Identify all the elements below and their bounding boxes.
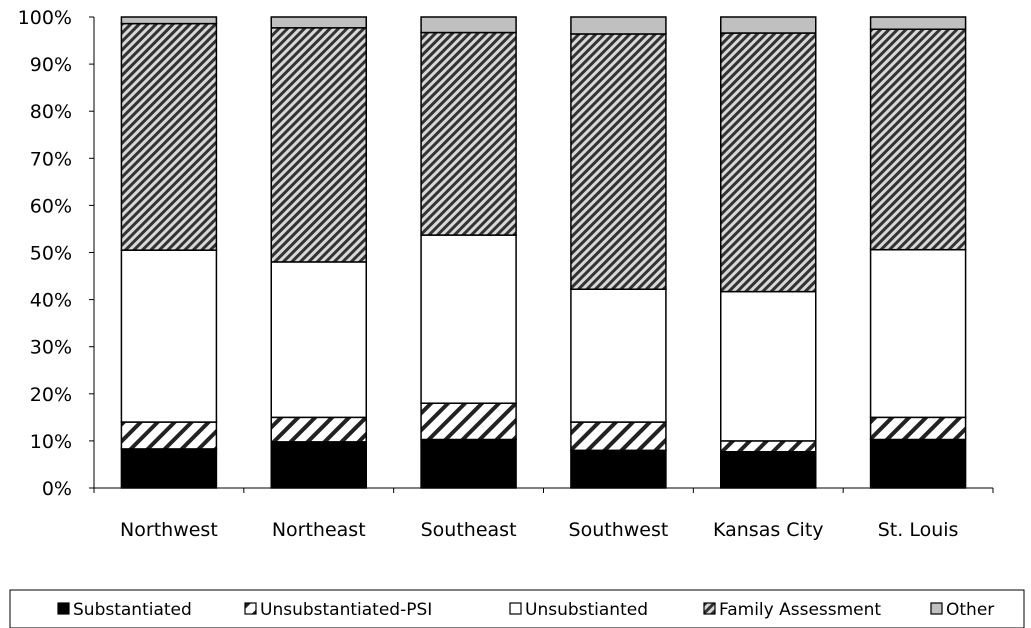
x-tick-label-st-louis: St. Louis: [878, 519, 959, 541]
y-tick-label: 10%: [30, 431, 72, 453]
y-tick-label: 60%: [30, 195, 72, 217]
legend-swatch-unsubstantiated-psi: [244, 602, 257, 615]
y-tick-label: 90%: [30, 54, 72, 76]
y-tick-label: 80%: [30, 101, 72, 123]
x-tick-label-kansas-city: Kansas City: [713, 519, 824, 541]
bar-segment-unsubstantiated-psi-northwest: [120, 421, 218, 450]
y-tick-label: 100%: [18, 7, 72, 29]
bar-segment-family-assessment-northeast: [270, 27, 367, 263]
bar-segment-unsubstianted-st-louis: [869, 248, 967, 419]
bar-segment-substantiated-northwest: [120, 448, 218, 489]
bar-segment-unsubstantiated-psi-southwest: [570, 421, 667, 452]
bar-segment-unsubstianted-kansas-city: [720, 290, 817, 442]
bar-segment-other-southwest: [570, 16, 667, 35]
legend-label-family-assessment: Family Assessment: [719, 600, 881, 620]
bar-segment-substantiated-southwest: [570, 449, 667, 489]
legend-swatch-unsubstianted: [509, 602, 522, 615]
y-tick-label: 0%: [42, 478, 72, 500]
bar-segment-unsubstantiated-psi-kansas-city: [720, 440, 817, 453]
y-tick-label: 20%: [30, 384, 72, 406]
bar-segment-other-kansas-city: [720, 16, 817, 34]
bar-segment-substantiated-northeast: [270, 441, 367, 489]
bar-segment-family-assessment-kansas-city: [720, 32, 817, 293]
axes: [89, 16, 994, 493]
bar-segment-unsubstianted-northwest: [120, 249, 218, 423]
legend-label-other: Other: [946, 600, 994, 620]
y-tick-label: 40%: [30, 290, 72, 312]
bar-segment-unsubstianted-northeast: [270, 261, 367, 419]
legend-swatch-family-assessment: [703, 602, 716, 615]
bar-segment-unsubstantiated-psi-northeast: [270, 416, 367, 443]
x-tick-label-southeast: Southeast: [421, 519, 517, 541]
y-tick-label: 70%: [30, 148, 72, 170]
legend-swatch-other: [930, 602, 943, 615]
y-tick-label: 30%: [30, 337, 72, 359]
bars-layer: [120, 16, 967, 489]
x-tick-labels: Northwest Northeast Southeast Southwest Kans…: [120, 519, 958, 541]
x-tick-label-northwest: Northwest: [120, 519, 218, 541]
bar-segment-substantiated-kansas-city: [720, 450, 817, 489]
bar-segment-substantiated-st-louis: [869, 438, 967, 489]
bar-segment-unsubstianted-southwest: [570, 288, 667, 423]
bar-segment-family-assessment-southwest: [570, 33, 667, 290]
legend-label-substantiated: Substantiated: [73, 600, 192, 620]
bar-segment-substantiated-southeast: [420, 438, 517, 489]
y-tick-label: 50%: [30, 243, 72, 265]
bar-segment-other-st-louis: [869, 16, 967, 30]
bar-segment-family-assessment-st-louis: [869, 28, 967, 251]
bar-segment-family-assessment-southeast: [420, 31, 517, 236]
y-tick-labels: 0% 10% 20% 30% 40% 50% 60% 70% 80% 90% 100%: [18, 7, 72, 500]
bar-segment-family-assessment-northwest: [120, 22, 218, 251]
x-tick-label-northeast: Northeast: [272, 519, 366, 541]
legend-label-unsubstantiated-psi: Unsubstantiated-PSI: [260, 600, 432, 620]
x-tick-label-southwest: Southwest: [569, 519, 669, 541]
legend-label-unsubstianted: Unsubstianted: [525, 600, 648, 620]
legend: Substantiated Unsubstantiated-PSI Unsubsti…: [9, 589, 1025, 628]
bar-segment-other-northeast: [270, 16, 367, 29]
bar-segment-unsubstianted-southeast: [420, 234, 517, 404]
bar-segment-other-northwest: [120, 16, 218, 25]
bar-segment-unsubstantiated-psi-southeast: [420, 402, 517, 441]
legend-swatch-substantiated: [57, 602, 70, 615]
bar-segment-other-southeast: [420, 16, 517, 34]
bar-segment-unsubstantiated-psi-st-louis: [869, 416, 967, 441]
